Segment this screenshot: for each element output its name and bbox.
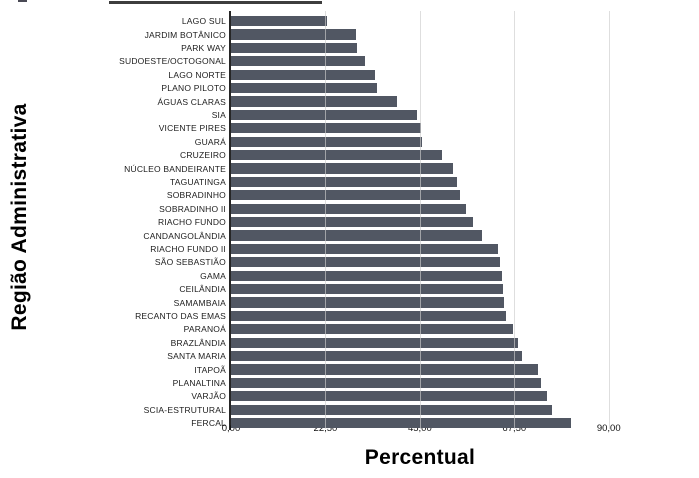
chart-bar [231, 163, 453, 174]
y-axis-title: Região Administrativa [8, 103, 31, 331]
chart-bar [231, 190, 461, 201]
category-label: SOBRADINHO II [159, 203, 226, 214]
chart-bar [231, 324, 513, 335]
chart-bar [231, 404, 552, 415]
category-label: LAGO NORTE [168, 69, 226, 80]
chart-bar [231, 83, 378, 94]
chart-bar [231, 69, 375, 80]
chart-bar [231, 364, 539, 375]
category-label: CANDANGOLÂNDIA [143, 230, 226, 241]
chart-bar [231, 391, 548, 402]
category-label: NÚCLEO BANDEIRANTE [124, 163, 226, 174]
chart-bar [231, 29, 357, 40]
chart-bar [231, 203, 466, 214]
chart-bar [231, 176, 458, 188]
category-label: FERCAL [191, 418, 226, 429]
chart-bar [231, 96, 398, 107]
gridline-x-22.5 [325, 11, 327, 429]
category-label: JARDIM BOTÂNICO [144, 29, 226, 40]
category-label: RIACHO FUNDO [157, 217, 226, 228]
category-label: CRUZEIRO [180, 150, 226, 161]
chart-bar [231, 16, 327, 27]
chart-bar [231, 351, 522, 362]
gridline-x-67.5 [514, 11, 516, 429]
category-label: SANTA MARIA [167, 351, 226, 362]
chart-bar [231, 377, 541, 389]
category-label: SAMAMBAIA [173, 297, 226, 308]
chart-bar [231, 217, 473, 228]
y-axis-line [229, 11, 231, 430]
chart-bar [231, 257, 501, 268]
category-label: CEILÂNDIA [179, 284, 226, 295]
chart-bar [231, 243, 498, 255]
chart-bar [231, 150, 443, 161]
chart-bar [231, 270, 502, 281]
chart-bar [231, 337, 519, 348]
gridline-x-45 [419, 11, 421, 429]
chart-bar [231, 310, 506, 322]
category-label: SÃO SEBASTIÃO [154, 257, 226, 268]
category-label: PARANOÁ [183, 324, 226, 335]
category-label: PLANALTINA [172, 377, 226, 388]
x-tick-label: 0,00 [221, 423, 241, 434]
gridline-x-90 [608, 11, 610, 429]
x-axis-title: Percentual [364, 446, 476, 469]
category-label: SIA [211, 109, 226, 120]
category-label: ÁGUAS CLARAS [157, 96, 226, 107]
category-label: SOBRADINHO [166, 190, 226, 201]
chart-bar [231, 109, 418, 121]
cropped-title-underline [109, 1, 322, 4]
category-label: SUDOESTE/OCTOGONAL [119, 56, 226, 67]
category-label: PARK WAY [181, 42, 226, 53]
category-label: RECANTO DAS EMAS [135, 310, 226, 321]
chart-bar [231, 230, 483, 241]
cropped-top-artifact [18, 0, 27, 2]
category-label: GAMA [200, 270, 226, 281]
chart-bar [231, 297, 504, 308]
category-label: PLANO PILOTO [161, 83, 226, 94]
chart-bar [231, 56, 366, 67]
chart-bar [231, 418, 571, 429]
category-label: LAGO SUL [181, 16, 226, 27]
category-label: BRAZLÂNDIA [170, 337, 226, 348]
chart-bar [231, 136, 422, 147]
category-label: VARJÃO [191, 391, 226, 402]
chart-bar [231, 42, 357, 54]
category-label: ITAPOÃ [194, 364, 226, 375]
category-label: RIACHO FUNDO II [150, 243, 226, 254]
category-label: VICENTE PIRES [158, 123, 226, 134]
chart-bar [231, 284, 504, 295]
category-label: TAGUATINGA [170, 176, 226, 187]
category-label: GUARÁ [194, 136, 226, 147]
category-label: SCIA-ESTRUTURAL [143, 404, 226, 415]
